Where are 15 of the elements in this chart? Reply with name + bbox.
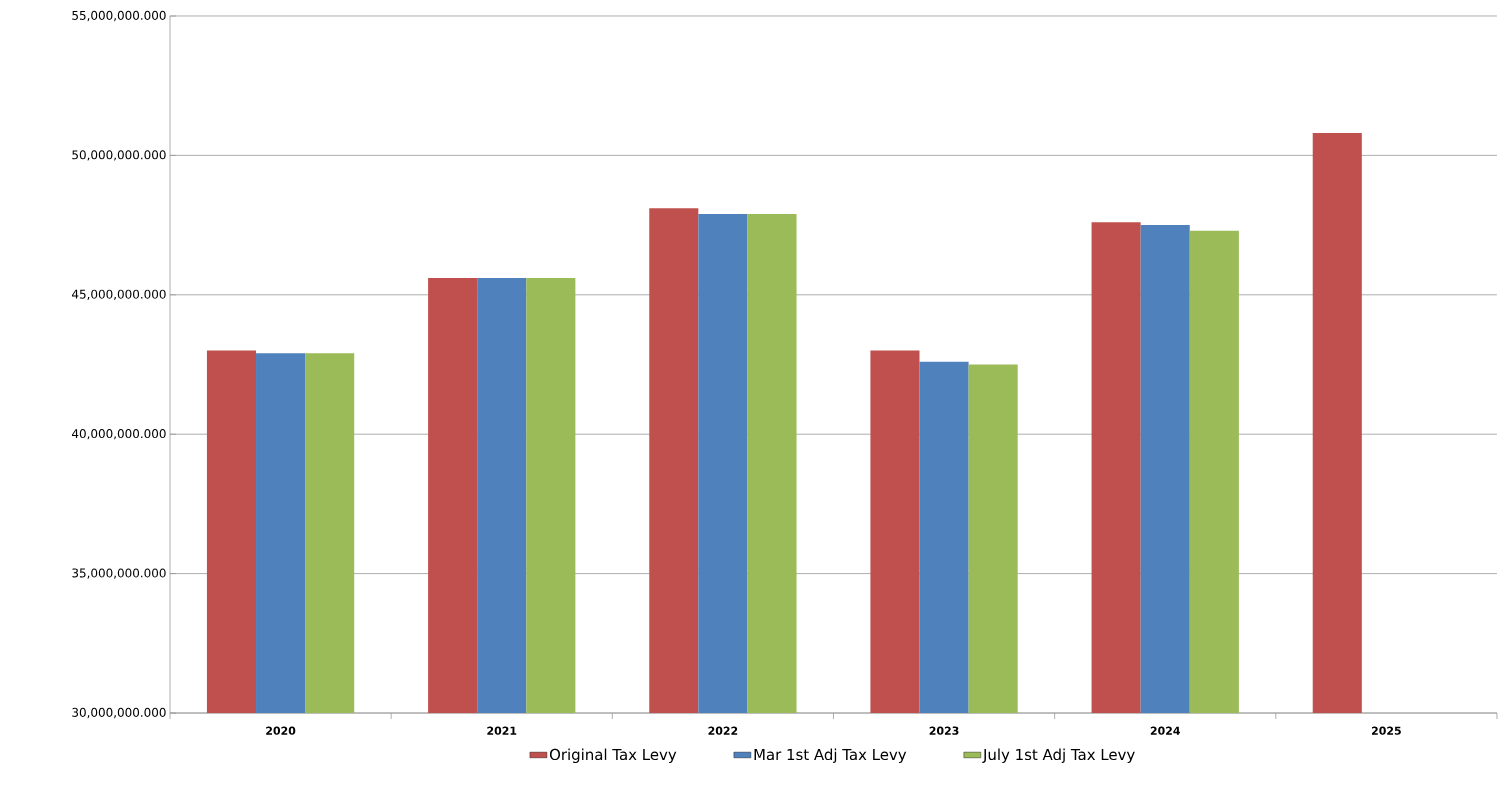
y-tick-label: 50,000,000.000 [72,150,166,161]
x-tick-label: 2021 [487,726,517,735]
x-tick-label: 2025 [1371,726,1401,735]
x-tick-label: 2022 [708,726,738,735]
y-tick-label: 35,000,000.000 [72,568,166,579]
y-tick-label: 55,000,000.000 [72,10,166,22]
x-tick-label: 2020 [266,726,296,735]
y-tick-label: 40,000,000.000 [71,429,166,440]
legend-label: Mar 1st Adj Tax Levy [754,748,907,764]
legend-label: Original Tax Levy [549,748,677,764]
legend-label: July 1st Adj Tax Levy [982,748,1135,764]
y-tick-label: 45,000,000.000 [71,289,166,300]
x-tick-label: 2023 [929,726,959,735]
y-tick-label: 30,000,000.000 [72,707,166,719]
x-tick-label: 2024 [1150,726,1180,735]
